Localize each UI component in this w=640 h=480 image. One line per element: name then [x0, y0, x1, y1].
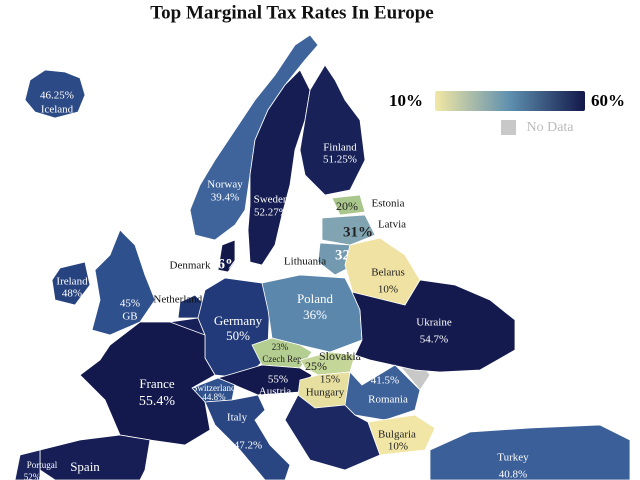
- country-name: Iceland: [41, 104, 74, 116]
- country-shape: [79, 321, 216, 446]
- country-shape: [51, 261, 91, 306]
- country-name: Italy: [227, 412, 248, 424]
- tax-rate: 23%: [272, 342, 289, 352]
- tax-rate: 55.4%: [139, 394, 176, 409]
- tax-rate: 46.25%: [40, 90, 74, 102]
- country-shape: [331, 194, 366, 216]
- tax-rate: 52%: [24, 472, 41, 480]
- tax-rate: 15%: [320, 374, 340, 386]
- country-shape: [321, 214, 376, 246]
- country-name: Ireland: [56, 276, 88, 288]
- country-shape: [14, 449, 41, 480]
- country-name: Netherlands: [153, 294, 206, 306]
- country-name: Sweden: [254, 194, 289, 206]
- tax-rate: 47.2%: [234, 440, 262, 452]
- country-name: Romania: [368, 394, 408, 406]
- tax-rate: 10%: [388, 441, 408, 453]
- country-name: GB: [122, 311, 137, 323]
- country-name: Poland: [297, 291, 334, 306]
- legend-gradient: [435, 91, 585, 111]
- country-name: Finland: [323, 142, 357, 154]
- country-name: Czech Rep: [262, 354, 302, 364]
- country-name: Denmark: [170, 260, 211, 272]
- country-shape: [367, 414, 436, 456]
- country-shape: [247, 69, 311, 266]
- no-data-swatch: [501, 120, 516, 135]
- no-data-label: No Data: [526, 120, 574, 135]
- country-name: Bulgaria: [378, 429, 416, 441]
- country-name: Austria: [259, 386, 292, 398]
- country-name: Turkey: [497, 452, 529, 464]
- country-name: Germany: [214, 313, 263, 328]
- country-name: Portugal: [27, 460, 58, 470]
- country-name: Estonia: [372, 198, 405, 210]
- tax-rate: 56%: [210, 256, 240, 272]
- country-name: Hungary: [306, 387, 345, 399]
- tax-rate: 55%: [268, 374, 288, 386]
- country-name: Lithuania: [284, 256, 326, 268]
- country-shape: [344, 364, 421, 421]
- country-shape: [189, 34, 319, 241]
- country-name: Latvia: [378, 219, 406, 231]
- country-name: Ukraine: [416, 317, 452, 329]
- country-shape: [39, 434, 151, 480]
- country-shape: [24, 69, 86, 119]
- country-shape: [91, 229, 156, 336]
- country-name: Spain: [70, 459, 100, 474]
- tax-rate: 10%: [378, 284, 398, 296]
- tax-rate: 40.8%: [499, 469, 527, 480]
- tax-rate: 48%: [62, 288, 82, 300]
- country-name: Norway: [207, 179, 243, 191]
- tax-rate: 25%: [305, 359, 327, 373]
- legend-min: 10%: [389, 91, 423, 110]
- tax-rate: 51.25%: [323, 154, 357, 166]
- country-shape: [204, 394, 291, 480]
- country-shape: [351, 279, 516, 373]
- country-shape: [217, 239, 236, 273]
- title: Top Marginal Tax Rates In Europe: [150, 2, 434, 23]
- tax-rate: 20%: [336, 199, 358, 213]
- country-name: Slovakia: [319, 349, 362, 363]
- country-name: France: [139, 376, 175, 391]
- tax-rate: 36%: [303, 307, 327, 322]
- country-shape: [429, 424, 631, 480]
- country-name: Belarus: [371, 267, 405, 279]
- tax-rate: 39.4%: [211, 192, 239, 204]
- country-name: Switzerland: [193, 383, 236, 393]
- legend-max: 60%: [591, 91, 625, 110]
- tax-rate: 44.8%: [202, 392, 226, 402]
- tax-rate: 31%: [343, 224, 373, 240]
- tax-rate: 50%: [226, 328, 250, 343]
- tax-rate: 54.7%: [420, 334, 448, 346]
- tax-rate: 41.5%: [371, 375, 399, 387]
- country-shape: [299, 64, 366, 196]
- tax-rate: 45%: [120, 298, 140, 310]
- tax-rate: 52.27%: [254, 207, 288, 219]
